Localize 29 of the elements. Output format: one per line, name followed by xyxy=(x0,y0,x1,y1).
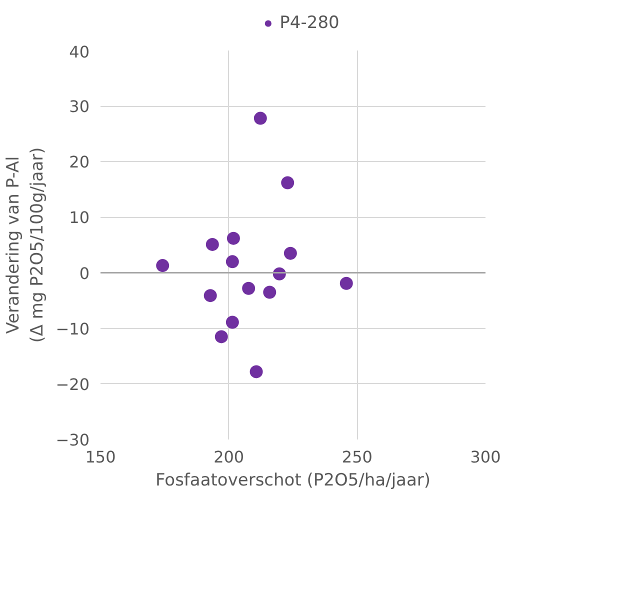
y-axis-title: Verandering van P-Al (Δ mg P2O5/100g/jaar) xyxy=(4,147,48,343)
y-tick-label: 0 xyxy=(79,264,90,283)
y-tick-label: 10 xyxy=(69,208,90,228)
y-tick-label: −20 xyxy=(56,374,90,394)
point xyxy=(263,286,276,299)
y-tick-label: −30 xyxy=(56,430,90,450)
point xyxy=(281,176,294,190)
y-tick-label: −10 xyxy=(56,319,90,338)
y-tick-label: 40 xyxy=(69,42,90,62)
point xyxy=(206,238,219,251)
x-tick-label: 250 xyxy=(342,448,372,466)
point xyxy=(226,255,239,268)
point xyxy=(340,276,353,290)
x-axis-title: Fosfaatoverschot (P2O5/ha/jaar) xyxy=(156,470,430,490)
point xyxy=(242,282,256,295)
point xyxy=(156,259,170,272)
y-tick-label: 20 xyxy=(69,152,90,172)
point xyxy=(226,316,239,329)
x-tick-label: 150 xyxy=(85,448,116,466)
point xyxy=(254,112,267,125)
point xyxy=(226,232,240,245)
legend-label: P4-280 xyxy=(280,12,340,32)
x-tick-label: 200 xyxy=(214,448,244,466)
point xyxy=(214,330,228,344)
point xyxy=(250,365,263,378)
point xyxy=(204,289,217,302)
y-tick-label: 30 xyxy=(69,97,90,116)
x-tick-label: 300 xyxy=(470,448,501,466)
point xyxy=(284,246,297,260)
